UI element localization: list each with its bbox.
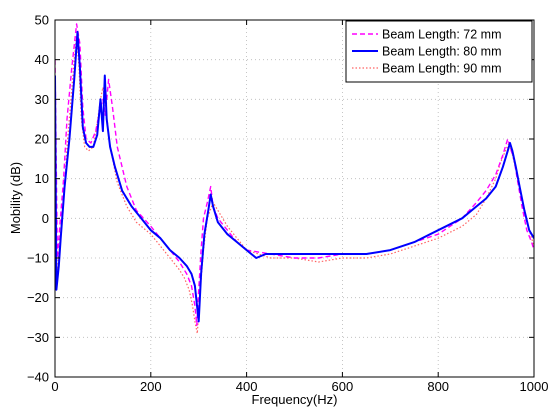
y-tick-label: −40 (27, 370, 49, 385)
y-tick-label: 30 (35, 92, 49, 107)
x-tick-label: 600 (332, 379, 354, 394)
x-tick-label: 0 (51, 379, 58, 394)
x-tick-label: 200 (140, 379, 162, 394)
x-tick-label: 1000 (520, 379, 549, 394)
legend-label-3: Beam Length: 90 mm (382, 62, 502, 76)
x-tick-label: 800 (427, 379, 449, 394)
x-axis-label: Frequency(Hz) (252, 392, 338, 407)
y-tick-label: −20 (27, 290, 49, 305)
y-tick-label: 20 (35, 132, 49, 147)
series-line-1 (55, 23, 534, 327)
y-tick-labels: −40 −30 −20 −10 0 10 20 30 40 50 (27, 13, 49, 385)
axis-ticks (54, 19, 535, 378)
y-tick-label: 0 (42, 211, 49, 226)
y-axis-label: Mobility (dB) (8, 162, 23, 234)
series-layer (55, 23, 534, 334)
legend-label-1: Beam Length: 72 mm (382, 28, 502, 42)
y-tick-label: 40 (35, 52, 49, 67)
legend-label-2: Beam Length: 80 mm (382, 45, 502, 59)
y-tick-label: −30 (27, 330, 49, 345)
legend: Beam Length: 72 mm Beam Length: 80 mm Beam… (345, 20, 533, 83)
y-tick-label: −10 (27, 251, 49, 266)
y-tick-label: 50 (35, 13, 49, 28)
series-line-2 (55, 30, 534, 323)
x-tick-label: 400 (236, 379, 258, 394)
x-tick-labels: 0 200 400 600 800 1000 (51, 379, 548, 394)
axes-frame (54, 19, 535, 378)
y-tick-label: 10 (35, 171, 49, 186)
